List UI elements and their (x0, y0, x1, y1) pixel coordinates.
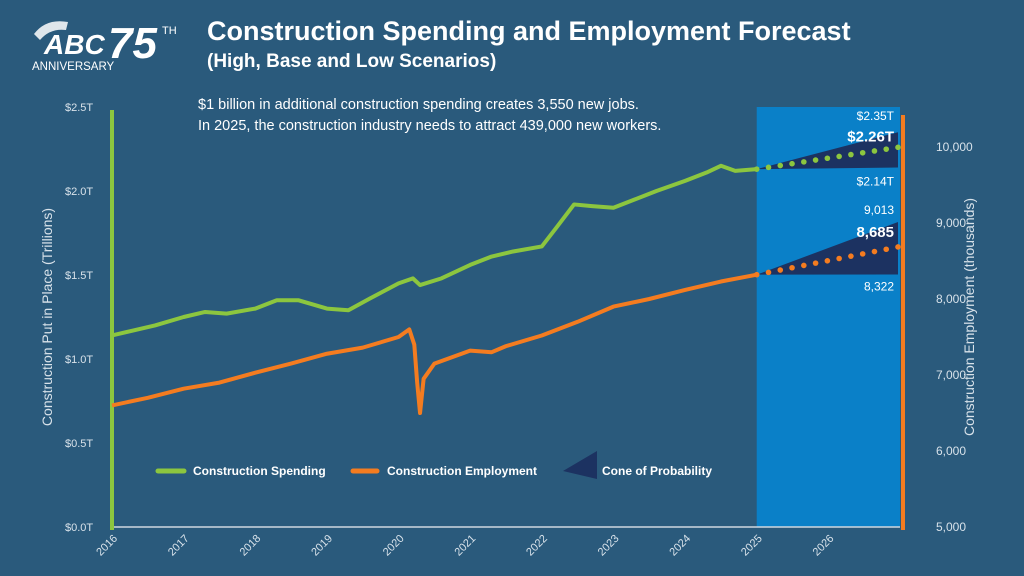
chart-note: $1 billion in additional construction sp… (198, 95, 661, 137)
x-tick-label: 2023 (596, 533, 622, 559)
forecast-dot (871, 248, 878, 255)
chart-subtitle: (High, Base and Low Scenarios) (207, 51, 497, 72)
legend-employment-label: Construction Employment (387, 464, 537, 478)
x-tick-label: 2024 (667, 533, 693, 559)
cone-of-probability (756, 132, 898, 170)
y-left-tick-label: $0.5T (65, 438, 93, 450)
forecast-dot (824, 155, 831, 162)
forecast-dot (883, 246, 890, 253)
forecast-dot (848, 253, 854, 259)
x-tick-label: 2018 (238, 533, 264, 559)
note-line-1: $1 billion in additional construction sp… (198, 97, 639, 113)
forecast-base-label: $2.26T (847, 128, 894, 145)
legend-cone-swatch (563, 451, 597, 479)
forecast-dot (777, 162, 784, 169)
forecast-high-label: 9,013 (864, 203, 894, 217)
forecast-dot (859, 251, 866, 257)
chart-title: Construction Spending and Employment For… (207, 16, 851, 46)
forecast-dot (848, 151, 854, 158)
x-tick-label: 2016 (94, 533, 120, 559)
cone-of-probability (756, 222, 898, 275)
x-tick-label: 2022 (524, 533, 550, 559)
forecast-dot (789, 160, 795, 167)
x-tick-label: 2025 (739, 533, 765, 559)
logo-anniversary: ANNIVERSARY (32, 61, 115, 72)
forecast-low-label: 8,322 (864, 280, 894, 294)
forecast-low-label: $2.14T (857, 174, 895, 188)
x-tick-label: 2021 (453, 533, 479, 559)
note-line-2: In 2025, the construction industry needs… (198, 118, 662, 134)
x-tick-label: 2017 (166, 533, 192, 559)
forecast-dot (895, 144, 901, 151)
y-left-tick-label: $1.0T (65, 354, 93, 366)
forecast-dot (753, 271, 760, 278)
logo-abc: ABC (43, 29, 105, 60)
y-left-axis-title: Construction Put in Place (Trillions) (39, 208, 55, 426)
y-right-tick-label: 10,000 (936, 140, 973, 154)
forecast-high-label: $2.35T (857, 109, 895, 123)
forecast-dot (812, 260, 819, 266)
forecast-dot (789, 264, 795, 271)
x-tick-label: 2019 (309, 533, 335, 559)
x-tick-label: 2020 (381, 533, 407, 559)
logo-th: TH (162, 25, 177, 37)
forecast-dot (824, 258, 831, 264)
y-right-tick-label: 5,000 (936, 520, 966, 534)
logo-75: 75 (108, 19, 157, 68)
forecast-dot (836, 255, 842, 262)
forecast-dot (871, 148, 878, 154)
forecast-dot (765, 269, 772, 276)
series-line-employment (111, 272, 758, 415)
forecast-dot (859, 149, 866, 156)
forecast-base-label: 8,685 (856, 224, 894, 241)
forecast-dot (765, 164, 772, 171)
legend-cone-label: Cone of Probability (602, 464, 712, 478)
y-left-tick-label: $2.0T (65, 186, 93, 198)
y-left-tick-label: $0.0T (65, 522, 93, 534)
x-tick-label: 2026 (811, 533, 837, 559)
y-right-tick-label: 9,000 (936, 216, 966, 230)
abc-75th-logo: ABC 75 TH ANNIVERSARY (32, 19, 177, 72)
forecast-dot (753, 166, 760, 172)
forecast-dot (883, 146, 890, 152)
y-right-tick-label: 8,000 (936, 292, 966, 306)
forecast-dot (801, 159, 807, 165)
y-left-tick-label: $2.5T (65, 102, 93, 114)
forecast-band (756, 107, 900, 527)
y-right-axis-title: Construction Employment (thousands) (961, 198, 977, 436)
legend-spending-label: Construction Spending (193, 464, 326, 478)
forecast-dot (801, 262, 807, 269)
y-right-tick-label: 7,000 (936, 368, 966, 382)
forecast-dot (836, 153, 842, 160)
forecast-dot (895, 244, 901, 250)
y-right-tick-label: 6,000 (936, 444, 966, 458)
forecast-dot (812, 157, 819, 163)
series-line-spending (111, 163, 757, 338)
forecast-dot (777, 267, 784, 273)
y-left-tick-label: $1.5T (65, 270, 93, 282)
